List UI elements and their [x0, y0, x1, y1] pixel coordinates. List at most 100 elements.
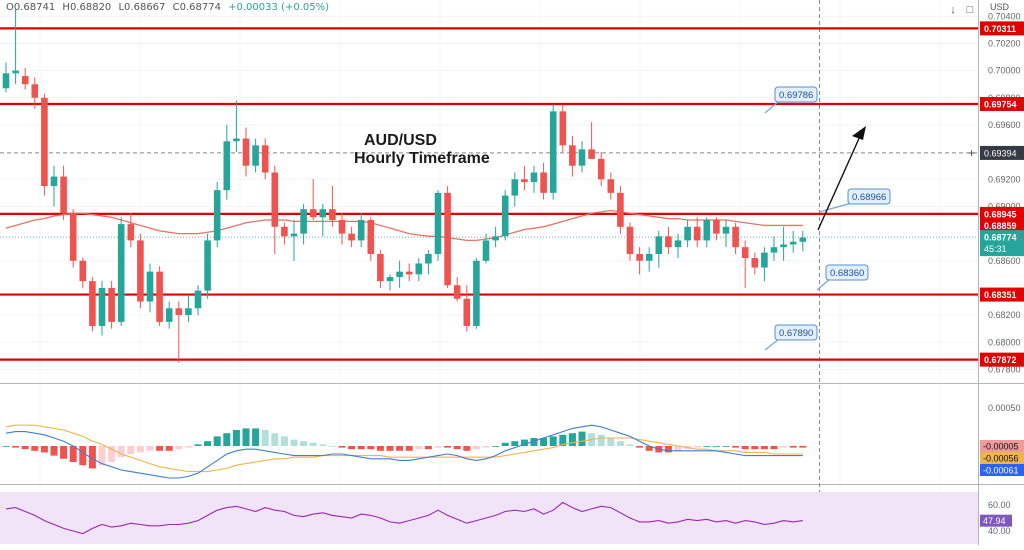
candle-body	[732, 226, 739, 248]
candle-body	[223, 141, 231, 191]
macd-histogram-bar	[338, 446, 346, 448]
ma-price-label: 0.68859	[984, 221, 1017, 231]
candle-body	[453, 285, 461, 299]
macd-histogram-bar	[261, 430, 269, 446]
macd-histogram-bar	[271, 433, 279, 446]
candle-body	[290, 233, 298, 237]
macd-histogram-bar	[367, 446, 375, 450]
candle-body	[338, 220, 346, 234]
arrow-down-icon[interactable]: ↓	[950, 4, 956, 16]
crosshair-price-label: 0.69394	[984, 148, 1017, 158]
candle-body	[348, 233, 355, 241]
candle-body	[300, 209, 307, 234]
candle-body	[501, 195, 509, 237]
callout-pointer	[816, 278, 831, 291]
macd-histogram-bar	[300, 441, 308, 446]
macd-histogram-bar	[559, 434, 567, 446]
macd-histogram-bar	[98, 446, 106, 466]
level-price-tag	[980, 287, 1024, 302]
macd-histogram-bar	[328, 446, 336, 447]
candle-body	[770, 247, 778, 253]
macd-histogram-bar	[626, 444, 634, 446]
rsi-line	[5, 501, 803, 535]
candle-body	[405, 271, 413, 275]
price-axis-tick-label: 0.70200	[988, 38, 1021, 48]
candle-body	[108, 287, 115, 322]
macd-histogram-bar	[799, 446, 807, 448]
macd-histogram-bar	[242, 428, 250, 446]
candle-body	[2, 73, 10, 89]
candle-body	[569, 145, 576, 166]
macd-histogram-bar	[434, 446, 442, 448]
candle-body	[261, 145, 269, 173]
macd-histogram-bar	[50, 446, 58, 456]
macd-histogram-bar	[348, 446, 356, 450]
ohlc-open: O0.68741	[6, 2, 56, 13]
level-price-tag	[980, 21, 1024, 36]
macd-histogram-bar	[501, 442, 509, 446]
candle-body	[444, 192, 451, 286]
candle-body	[175, 308, 183, 316]
candle-body	[127, 224, 135, 241]
level-price-label: 0.69754	[984, 100, 1017, 110]
macd-histogram-bar	[751, 446, 759, 450]
macd-histogram-bar	[482, 446, 490, 448]
macd-histogram-bar	[232, 430, 240, 446]
callout-pointer	[818, 202, 853, 213]
macd-histogram-bar	[252, 428, 260, 446]
macd-histogram-bar	[712, 446, 720, 447]
macd-value-tag	[980, 452, 1024, 464]
candle-body	[425, 253, 432, 264]
candle-body	[21, 76, 29, 85]
candle-body	[204, 240, 211, 291]
trend-arrow-head	[852, 126, 866, 140]
candle-body	[194, 290, 202, 309]
candle-body	[617, 192, 624, 227]
candle-body	[213, 190, 221, 241]
macd-histogram-bar	[674, 446, 682, 451]
callout-box	[774, 86, 818, 103]
macd-histogram-bar	[568, 433, 576, 446]
candle-body	[693, 226, 701, 241]
candle-body	[645, 253, 653, 261]
macd-histogram-bar	[444, 446, 452, 448]
macd-line	[5, 424, 803, 479]
candle-body	[473, 260, 480, 326]
callout-pointer	[764, 338, 780, 351]
candle-body	[492, 236, 499, 241]
candle-body	[396, 271, 403, 278]
price-axis-tick-label: 0.70000	[988, 66, 1021, 76]
macd-histogram-bar	[88, 446, 96, 469]
callout-box	[774, 324, 818, 341]
candle-body	[521, 179, 528, 182]
candle-body	[329, 209, 336, 221]
macd-histogram-bar	[607, 438, 615, 446]
price-axis-tick-label: 0.67800	[988, 364, 1021, 374]
level-price-label: 0.67872	[984, 355, 1017, 365]
square-icon[interactable]: □	[966, 4, 974, 16]
candle-body	[741, 247, 749, 259]
rsi-axis-tick-label: 60.00	[988, 500, 1011, 510]
candle-body	[511, 179, 519, 196]
price-axis-tick-label: 0.69600	[988, 120, 1021, 130]
macd-value-tag	[980, 464, 1024, 476]
macd-value-label: -0.00005	[983, 442, 1019, 452]
macd-histogram-bar	[223, 433, 231, 446]
price-axis-tick-label: 0.68600	[988, 256, 1021, 266]
macd-histogram-bar	[770, 446, 778, 450]
macd-histogram-bar	[549, 436, 557, 446]
callout-label: 0.68966	[852, 192, 886, 203]
macd-histogram-bar	[540, 438, 548, 446]
candle-body	[386, 277, 394, 282]
callout-pointer	[764, 100, 780, 114]
macd-histogram-bar	[472, 446, 480, 450]
macd-histogram-bar	[424, 446, 432, 450]
candle-body	[655, 236, 663, 254]
level-price-label: 0.70311	[984, 24, 1016, 34]
candle-body	[367, 220, 375, 254]
macd-histogram-bar	[175, 446, 183, 450]
macd-histogram-bar	[165, 446, 173, 451]
macd-histogram-bar	[732, 446, 740, 448]
